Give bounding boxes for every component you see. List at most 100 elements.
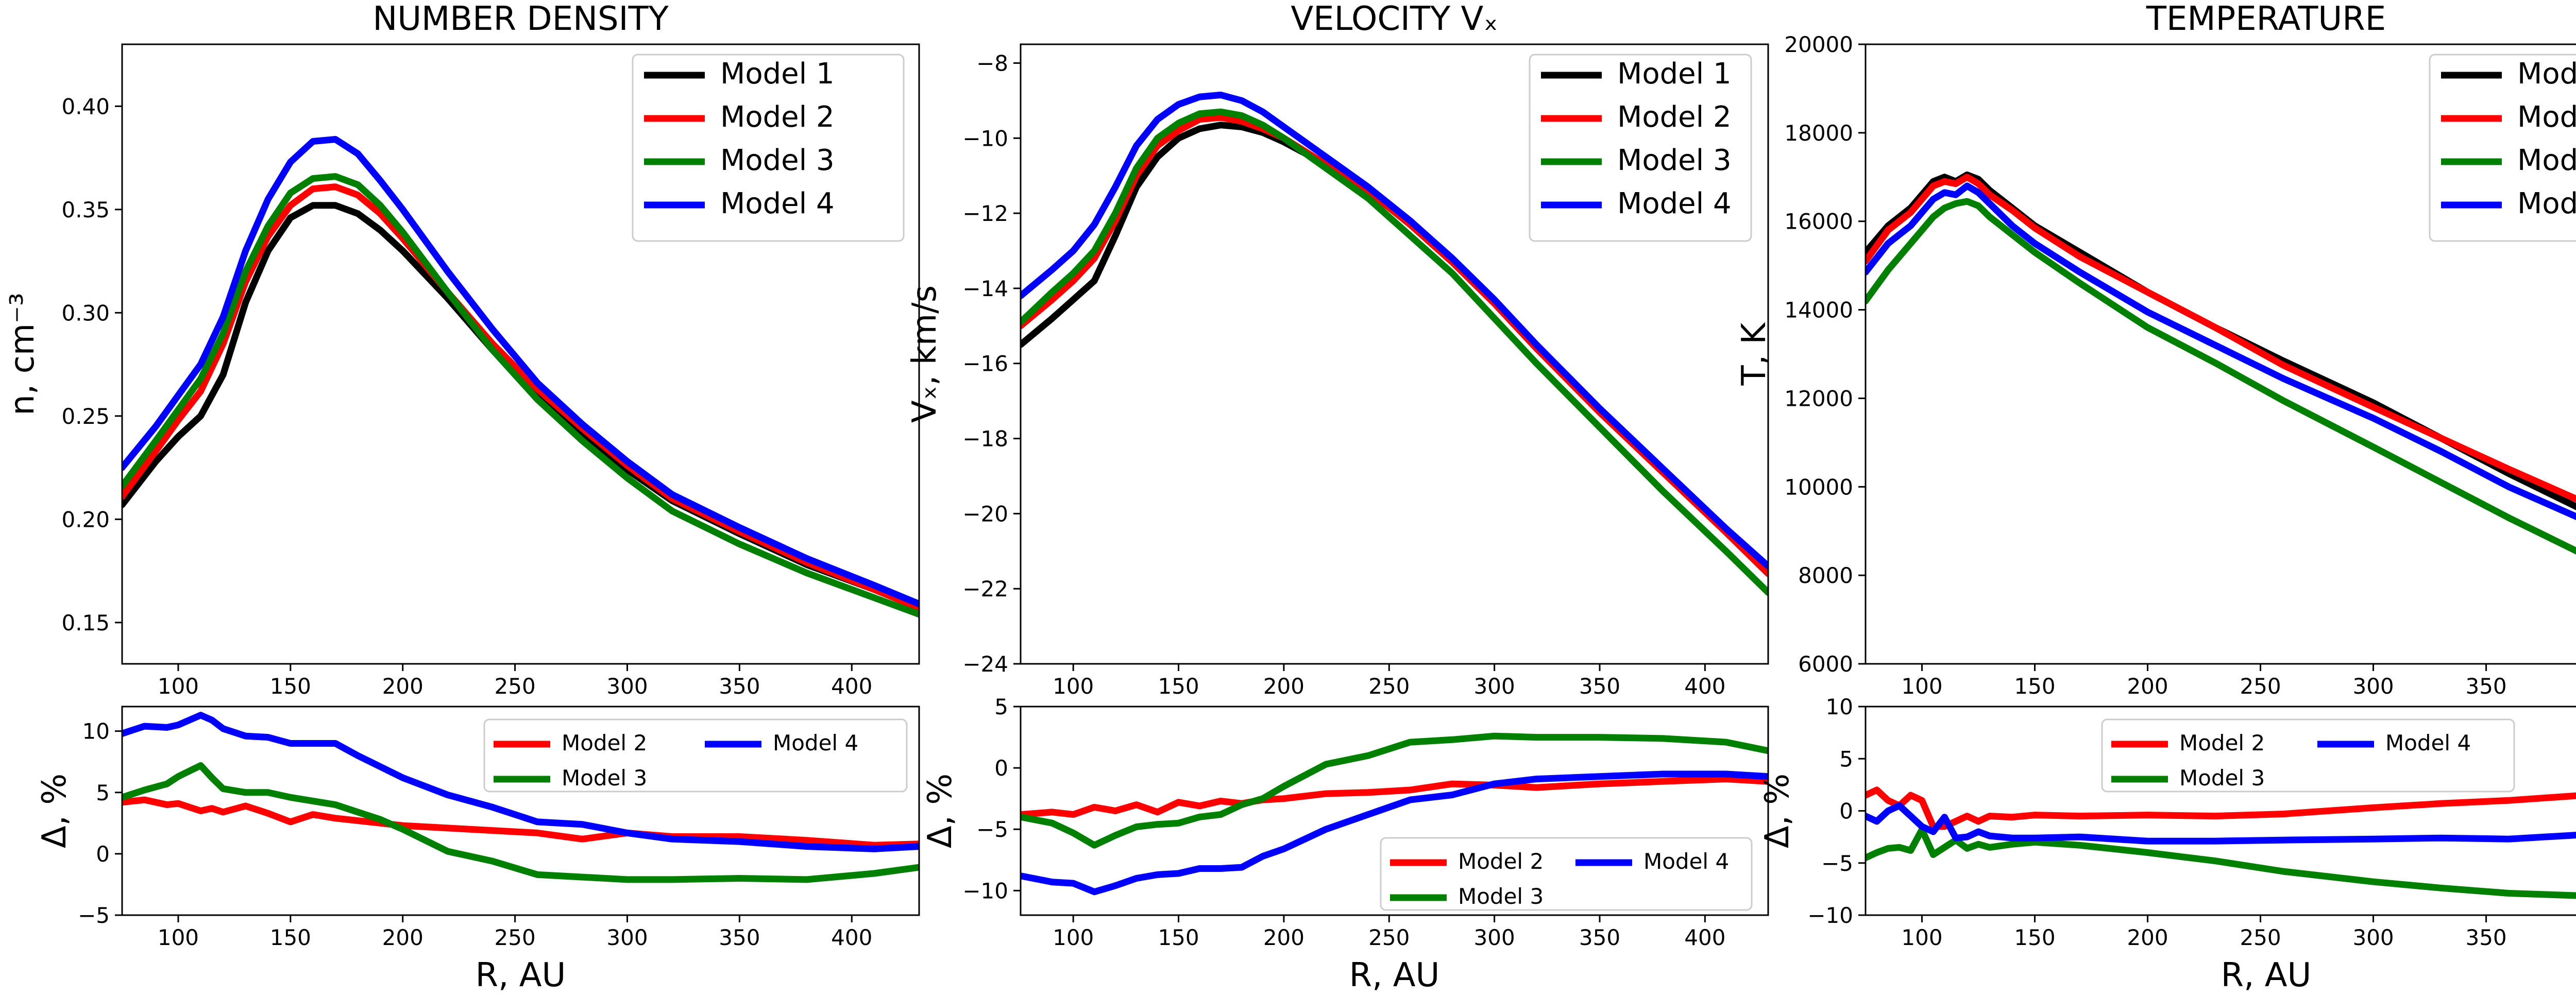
legend-label: Model 2 xyxy=(562,730,647,755)
y-tick-label: 8000 xyxy=(1798,563,1853,588)
y-tick-label: −14 xyxy=(962,276,1008,301)
series-line-model-2 xyxy=(122,183,919,612)
x-tick-label: 150 xyxy=(1158,925,1199,950)
x-tick-label: 250 xyxy=(495,925,536,950)
x-tick-label: 300 xyxy=(2352,674,2394,699)
series-line-model-4 xyxy=(1021,91,1768,570)
y-tick-label: 18000 xyxy=(1784,121,1853,146)
density-main-chart: 100 150 200 250 300 350 400 0.15 0.20 0.25 0.30 0.3… xyxy=(4,0,920,699)
legend-box xyxy=(483,718,908,793)
series-line-model-3 xyxy=(1866,198,2576,555)
y-tick-label: 5 xyxy=(994,694,1008,719)
legend-label: Model 1 xyxy=(1617,57,1732,91)
x-tick-label: 300 xyxy=(606,925,648,950)
y-tick-label: −10 xyxy=(962,878,1008,903)
x-tick-label: 400 xyxy=(831,674,872,699)
y-tick-label: −10 xyxy=(1807,903,1853,928)
x-tick-label: 200 xyxy=(1263,674,1304,699)
y-tick-label: −5 xyxy=(976,817,1008,842)
legend-label: Model 2 xyxy=(1458,849,1544,874)
series-line-model-4 xyxy=(122,136,919,608)
x-tick-label: 300 xyxy=(1474,674,1515,699)
y-tick-label: 16000 xyxy=(1784,209,1853,234)
y-tick-label: −22 xyxy=(962,576,1008,602)
legend: Model 1 Model 2 Model 3 Model 4 xyxy=(632,54,905,242)
series-line-model-4 xyxy=(1021,770,1768,896)
y-tick-label: 10 xyxy=(1826,694,1853,719)
legend: Model 1 Model 2 Model 3 Model 4 xyxy=(1529,54,1752,242)
legend-label: Model 4 xyxy=(773,730,858,755)
x-tick-label: 400 xyxy=(1684,674,1725,699)
x-tick-label: 250 xyxy=(1368,674,1410,699)
x-tick-label: 250 xyxy=(1368,925,1410,950)
x-axis-label: R, AU xyxy=(2221,956,2312,994)
legend-label: Model 3 xyxy=(720,144,835,177)
x-tick-label: 100 xyxy=(1053,925,1094,950)
x-tick-label: 200 xyxy=(1263,925,1304,950)
series-line-model-4 xyxy=(122,712,919,852)
x-tick-label: 150 xyxy=(2014,674,2055,699)
y-tick-label: 0 xyxy=(1839,799,1853,824)
x-tick-label: 100 xyxy=(158,925,199,950)
y-tick-label: 20000 xyxy=(1784,32,1853,57)
y-axis-label: Δ, % xyxy=(921,774,959,848)
chart-title: TEMPERATURE xyxy=(2146,0,2386,38)
plot-frame xyxy=(121,706,920,916)
x-tick-label: 300 xyxy=(606,674,648,699)
plot-frame xyxy=(1020,43,1769,665)
y-tick-label: −10 xyxy=(962,126,1008,151)
legend-box xyxy=(2101,718,2515,793)
series-line-model-3 xyxy=(1021,732,1768,849)
series-line-model-3 xyxy=(122,762,919,883)
y-tick-label: 0.15 xyxy=(61,610,110,636)
y-tick-label: 0.35 xyxy=(61,197,110,222)
y-tick-label: 10000 xyxy=(1784,474,1853,500)
legend-label: Model 1 xyxy=(2517,57,2576,91)
legend-label: Model 3 xyxy=(1458,884,1544,909)
y-tick-label: 0 xyxy=(994,755,1008,781)
legend-label: Model 4 xyxy=(1617,187,1732,220)
y-axis-label: n, cm⁻³ xyxy=(4,293,42,415)
legend-label: Model 1 xyxy=(720,57,835,91)
x-tick-label: 350 xyxy=(719,925,760,950)
y-axis-label: T, K xyxy=(1735,322,1773,386)
x-tick-label: 350 xyxy=(1579,674,1620,699)
y-tick-label: −5 xyxy=(78,903,110,928)
y-tick-label: 14000 xyxy=(1784,298,1853,323)
y-axis-label: Δ, % xyxy=(36,774,74,848)
y-axis-label: Δ, % xyxy=(1758,774,1797,848)
x-tick-label: 350 xyxy=(719,674,760,699)
legend-box xyxy=(1380,837,1753,911)
temperature-main-chart: 1001502002503003504006000800010000120001… xyxy=(1735,0,2576,699)
legend-label: Model 4 xyxy=(720,187,835,220)
y-tick-label: 12000 xyxy=(1784,386,1853,411)
y-tick-label: −24 xyxy=(962,651,1008,677)
x-axis-label: R, AU xyxy=(1349,956,1440,994)
y-axis-label: Vₓ, km/s xyxy=(906,285,944,423)
legend-box xyxy=(2429,54,2576,242)
legend-label: Model 4 xyxy=(1643,849,1729,874)
y-tick-label: 0.20 xyxy=(61,507,110,532)
x-tick-label: 200 xyxy=(382,674,423,699)
legend-label: Model 3 xyxy=(1617,144,1732,177)
y-tick-label: 0 xyxy=(96,842,110,867)
series-line-model-4 xyxy=(1866,802,2576,845)
velocity-main-chart: 100 150 200 250 300 350 400 −24 −22 −20 −18 −16 −14 −… xyxy=(906,0,1769,699)
legend-label: Model 3 xyxy=(562,765,647,791)
legend-label: Model 2 xyxy=(2179,730,2265,755)
legend-label: Model 3 xyxy=(2179,765,2265,791)
y-tick-label: 0.40 xyxy=(61,94,110,119)
x-tick-label: 350 xyxy=(1579,925,1620,950)
legend-box xyxy=(632,54,905,242)
x-axis-label: R, AU xyxy=(476,956,566,994)
x-tick-label: 100 xyxy=(1901,674,1942,699)
y-tick-label: 6000 xyxy=(1798,651,1853,677)
velocity-delta-chart: 100 150 200 250 300 350 400 −10 −5 0 5 R, AU Δ, % Mod… xyxy=(921,694,1769,994)
legend: Model 1 Model 2 Model 3 Model 4 xyxy=(2429,54,2576,242)
y-tick-label: 5 xyxy=(96,780,110,805)
x-tick-label: 100 xyxy=(1053,674,1094,699)
series-line-model-3 xyxy=(1021,108,1768,596)
y-tick-label: −18 xyxy=(962,426,1008,452)
x-tick-label: 250 xyxy=(495,674,536,699)
